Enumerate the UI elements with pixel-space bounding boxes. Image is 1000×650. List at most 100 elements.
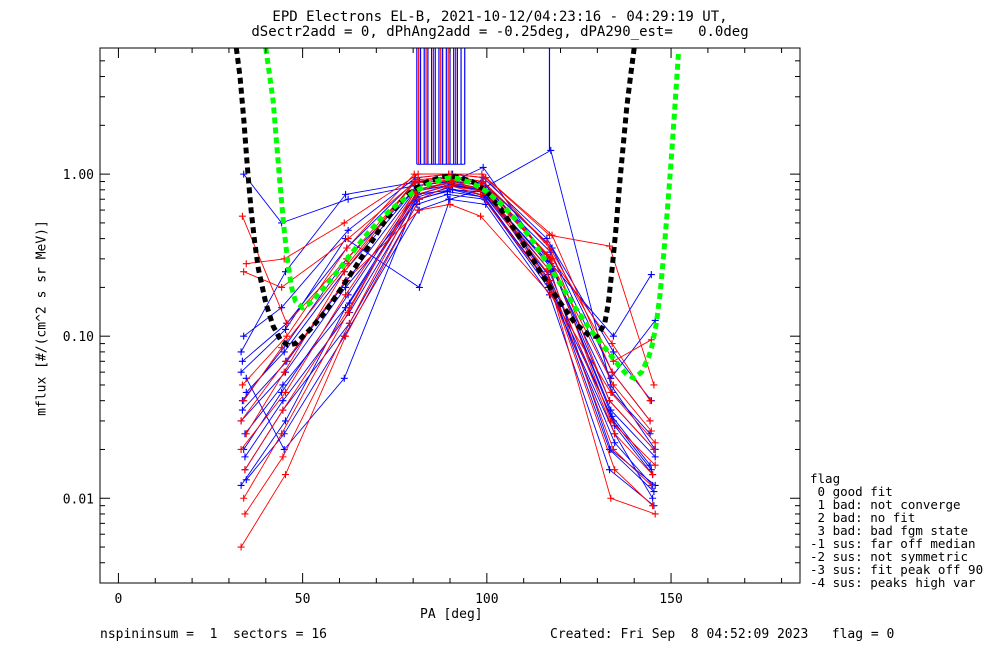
footer-left: nspininsum = 1 sectors = 16 <box>100 627 327 642</box>
plot-title-line-1: EPD Electrons EL-B, 2021-10-12/04:23:16 … <box>272 9 728 25</box>
footer-right: Created: Fri Sep 8 04:52:09 2023 flag = … <box>550 627 895 642</box>
red-curve-point-4-2 <box>345 319 353 327</box>
red-curve-point-0-3 <box>415 195 423 203</box>
blue-curve-point-10-1 <box>282 325 289 333</box>
red-curve-point-11-5 <box>479 178 487 186</box>
legend-item-7: -4 sus: peaks high var <box>810 575 976 590</box>
red-curve-point-3-0 <box>238 381 246 389</box>
legend-item-6: -3 sus: fit peak off 90 <box>810 562 984 577</box>
red-curve-point-10-1 <box>282 357 289 365</box>
blue-curve-line-4 <box>244 193 653 499</box>
red-curve-point-10-0 <box>237 417 245 425</box>
red-curve-point-1-0 <box>240 494 248 502</box>
blue-curve-point-6-2 <box>344 226 352 234</box>
red-curve-point-0-8 <box>651 510 659 518</box>
red-curve-point-9-0 <box>241 466 249 474</box>
red-curve-point-3-2 <box>343 244 351 252</box>
blue-curve-point-12-8 <box>650 488 658 496</box>
red-curve-point-0-1 <box>282 471 289 479</box>
red-curve-point-1-8 <box>647 481 655 489</box>
red-curve-point-5-0 <box>237 445 245 453</box>
red-curve-point-8-7 <box>608 340 616 348</box>
red-curve-point-6-1 <box>278 283 286 291</box>
red-curve-point-5-8 <box>651 461 659 469</box>
green-fit-curve <box>263 47 681 382</box>
red-curve-point-9-1 <box>279 406 287 414</box>
red-curve-point-11-3 <box>412 176 420 184</box>
axes: 0 50 100 150 0.01 0.10 1.00 <box>63 47 801 607</box>
blue-curve-point-2-1 <box>280 348 288 356</box>
blue-curve-point-9-1 <box>279 381 287 389</box>
red-curve-point-2-7 <box>606 397 614 405</box>
blue-curve-point-11-2 <box>344 195 352 203</box>
blue-curve-line-12 <box>245 185 655 492</box>
x-axis-label: PA [deg] <box>420 607 483 622</box>
red-curve-point-4-1 <box>279 453 287 461</box>
red-curve-point-10-7 <box>607 388 615 396</box>
legend-item-1: 1 bad: not converge <box>810 497 961 512</box>
red-curve-point-7-0 <box>242 260 250 268</box>
red-curve-point-5-1 <box>282 388 289 396</box>
black-fit-curve <box>233 47 637 348</box>
red-curve-point-9-4 <box>443 179 451 187</box>
blue-curve-point-11-7 <box>609 332 617 340</box>
blue-curve-line-6 <box>243 173 652 401</box>
red-curve-point-7-6 <box>545 231 553 239</box>
red-curve-point-3-1 <box>283 332 291 340</box>
red-curve-point-8-0 <box>238 212 246 220</box>
red-curve-point-7-3 <box>414 170 422 178</box>
red-curve-point-7-8 <box>650 381 658 389</box>
blue-curve-point-0-0 <box>237 481 245 489</box>
x-tick-label-1: 50 <box>295 592 311 607</box>
red-curve-point-4-0 <box>241 510 249 518</box>
blue-curve-point-10-6 <box>547 146 555 154</box>
blue-curve-point-14-0 <box>241 453 249 461</box>
blue-curve-point-6-0 <box>240 332 248 340</box>
blue-curve-point-14-7 <box>611 439 619 447</box>
legend: flag 0 good fit 1 bad: not converge 2 ba… <box>810 472 983 589</box>
blue-curve-point-10-3 <box>415 283 423 291</box>
blue-curve-point-0-1 <box>282 417 289 425</box>
red-curve-point-5-2 <box>342 291 350 299</box>
red-curve-point-11-7 <box>609 381 617 389</box>
blue-curve-point-15-0 <box>237 348 245 356</box>
red-curve-point-0-5 <box>477 190 485 198</box>
blue-curve-point-14-1 <box>279 397 287 405</box>
legend-item-0: 0 good fit <box>810 484 893 499</box>
red-curve-point-11-2 <box>344 260 352 268</box>
blue-curve-point-13-0 <box>238 406 246 414</box>
y-axis-label: mflux [#/(cm^2 s sr MeV)] <box>34 220 50 416</box>
red-curve-point-10-8 <box>651 439 659 447</box>
red-curve-point-9-8 <box>649 471 657 479</box>
legend-item-4: -1 sus: far off median <box>810 536 976 551</box>
red-curve-point-6-2 <box>344 235 352 243</box>
red-curve-point-2-8 <box>650 445 658 453</box>
red-curve-point-11-1 <box>278 344 286 352</box>
blue-curve-line-15 <box>240 177 656 380</box>
blue-curve-point-6-7 <box>609 348 617 356</box>
red-curve-point-0-0 <box>237 543 245 551</box>
blue-curve-point-11-5 <box>479 163 487 171</box>
blue-curve-point-7-0 <box>242 476 250 484</box>
y-tick-label-0: 0.01 <box>63 492 94 507</box>
blue-curve-point-10-0 <box>237 368 245 376</box>
y-tick-label-1: 0.10 <box>63 330 94 345</box>
y-tick-label-2: 1.00 <box>63 168 94 183</box>
blue-curve-point-15-2 <box>342 190 350 198</box>
red-curve-point-2-6 <box>545 244 553 252</box>
plot-title-line-2: dSectr2add = 0, dPhAng2add = -0.25deg, d… <box>251 24 749 40</box>
red-curve-point-6-0 <box>240 268 248 276</box>
blue-curve-point-14-4 <box>443 188 451 196</box>
blue-curve-point-4-8 <box>649 494 657 502</box>
legend-item-3: 3 bad: bad fgm state <box>810 523 969 538</box>
red-curve-point-10-4 <box>446 200 454 208</box>
red-curve-point-1-7 <box>609 445 617 453</box>
legend-header: flag <box>810 471 841 486</box>
blue-curve-point-11-0 <box>240 170 248 178</box>
blue-curve-point-12-2 <box>340 374 348 382</box>
red-curve-point-8-1 <box>283 319 291 327</box>
x-tick-label-0: 0 <box>115 592 123 607</box>
data-marks <box>233 47 681 551</box>
blue-curve-point-13-7 <box>608 412 616 420</box>
